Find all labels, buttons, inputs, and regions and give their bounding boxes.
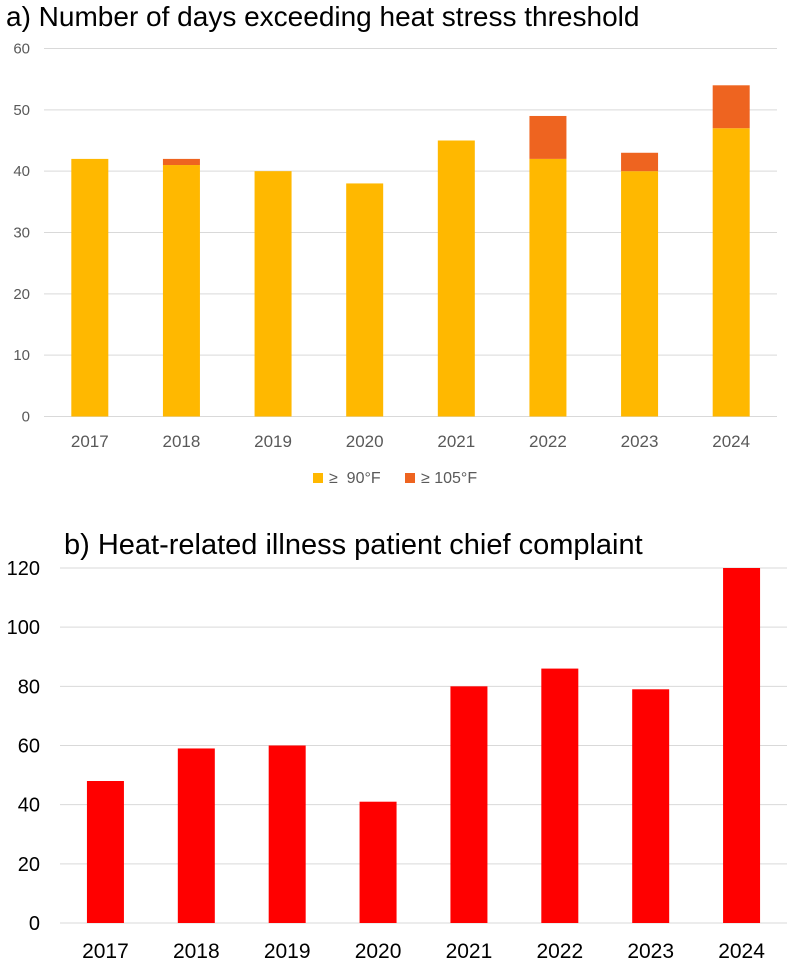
b-bar-2022-series-0	[541, 668, 579, 923]
b-x-tick-label: 2024	[718, 940, 765, 963]
a-bar-2023-series-1	[621, 152, 659, 172]
a-bar-2024-series-1	[712, 85, 750, 129]
b-x-tick-label: 2019	[264, 940, 311, 963]
legend-swatch-ge105	[405, 473, 415, 483]
b-y-tick-label: 80	[18, 676, 40, 698]
chart-a-bars	[71, 85, 750, 417]
b-bar-2021-series-0	[450, 686, 488, 923]
chart-a-legend: ≥ 90°F ≥ 105°F	[313, 470, 477, 487]
a-x-tick-label: 2017	[71, 432, 109, 451]
a-x-tick-label: 2021	[437, 432, 475, 451]
a-bar-2018-series-0	[162, 165, 200, 417]
a-y-tick-label: 30	[13, 225, 30, 242]
b-bar-2020-series-0	[359, 801, 397, 923]
chart-b-y-axis: 0 20 40 60 80 100 120	[7, 558, 40, 935]
b-x-tick-label: 2018	[173, 940, 220, 963]
b-x-tick-label: 2020	[355, 940, 402, 963]
b-bar-2019-series-0	[268, 745, 306, 923]
chart-b: b) Heat-related illness patient chief co…	[7, 529, 787, 963]
b-bar-2018-series-0	[177, 748, 215, 923]
a-x-tick-label: 2023	[621, 432, 659, 451]
a-x-tick-label: 2022	[529, 432, 567, 451]
a-x-tick-label: 2024	[712, 432, 750, 451]
a-y-tick-label: 10	[13, 347, 30, 364]
b-y-tick-label: 0	[29, 913, 40, 935]
b-x-tick-label: 2017	[82, 940, 129, 963]
b-x-tick-label: 2021	[446, 940, 493, 963]
chart-b-title: b) Heat-related illness patient chief co…	[64, 529, 643, 561]
chart-a-gridlines	[44, 48, 777, 417]
legend-swatch-ge90	[313, 473, 323, 483]
a-bar-2017-series-0	[71, 158, 109, 417]
b-y-tick-label: 40	[18, 795, 40, 817]
a-y-tick-label: 20	[13, 286, 30, 303]
a-x-tick-label: 2019	[254, 432, 292, 451]
b-y-tick-label: 120	[7, 558, 40, 580]
chart-a-y-axis: 0 10 20 30 40 50 60	[13, 41, 30, 426]
legend-label-ge90: ≥ 90°F	[329, 470, 381, 487]
chart-b-gridlines	[60, 567, 787, 924]
a-bar-2024-series-0	[712, 128, 750, 417]
chart-a-x-axis: 2017 2018 2019 2020 2021 2022 2023 2024	[71, 432, 750, 451]
a-bar-2023-series-0	[621, 171, 659, 417]
b-y-tick-label: 60	[18, 736, 40, 758]
chart-b-x-axis: 2017 2018 2019 2020 2021 2022 2023 2024	[82, 940, 765, 963]
b-x-tick-label: 2022	[536, 940, 583, 963]
a-y-tick-label: 60	[13, 41, 30, 58]
b-y-tick-label: 100	[7, 617, 40, 639]
a-bar-2018-series-1	[162, 158, 200, 166]
chart-b-bars	[86, 568, 761, 923]
a-y-tick-label: 40	[13, 163, 30, 180]
a-x-tick-label: 2020	[346, 432, 384, 451]
a-bar-2019-series-0	[254, 171, 292, 417]
a-x-tick-label: 2018	[163, 432, 201, 451]
a-bar-2022-series-1	[529, 115, 567, 159]
a-bar-2021-series-0	[437, 140, 475, 417]
a-y-tick-label: 0	[22, 409, 30, 426]
b-bar-2024-series-0	[723, 568, 761, 923]
a-bar-2022-series-0	[529, 158, 567, 417]
chart-a-title: a) Number of days exceeding heat stress …	[6, 1, 639, 32]
a-bar-2020-series-0	[346, 183, 384, 417]
b-x-tick-label: 2023	[627, 940, 674, 963]
b-bar-2023-series-0	[632, 689, 670, 923]
chart-a: a) Number of days exceeding heat stress …	[6, 1, 777, 487]
b-y-tick-label: 20	[18, 854, 40, 876]
legend-label-ge105: ≥ 105°F	[421, 470, 477, 487]
a-y-tick-label: 50	[13, 102, 30, 119]
b-bar-2017-series-0	[86, 781, 124, 923]
